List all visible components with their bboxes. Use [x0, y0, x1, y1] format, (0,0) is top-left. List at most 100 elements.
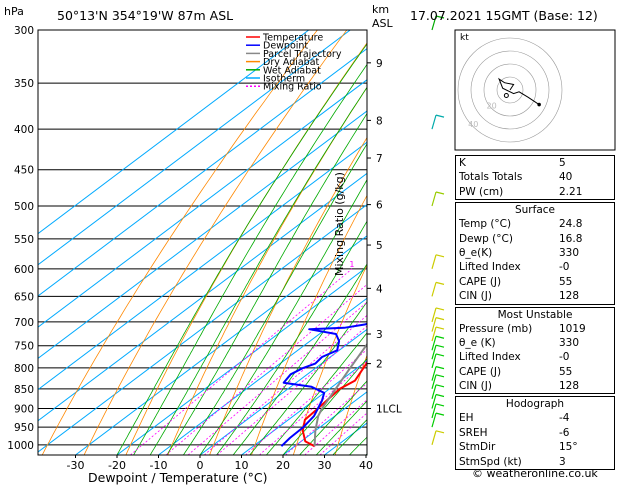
index-row: Temp (°C) 24.8: [456, 217, 614, 231]
index-value: 128: [559, 290, 580, 303]
index-key: CIN (J): [459, 290, 492, 303]
index-row: CIN (J) 128: [456, 289, 614, 303]
legend-label: Mixing Ratio: [263, 82, 322, 93]
x-tick-label: -30: [67, 459, 85, 472]
index-value: 55: [559, 275, 573, 288]
wet-adiabat: [166, 112, 367, 455]
x-tick-label: -10: [150, 459, 168, 472]
wet-adiabat: [315, 400, 367, 455]
pressure-tick-label: 650: [14, 291, 34, 303]
pressure-tick-label: 900: [14, 404, 34, 416]
index-row: StmSpd (kt) 3: [456, 455, 614, 469]
index-value: -0: [559, 351, 570, 364]
legend-label: Wet Adiabat: [263, 65, 321, 76]
wind-barb-flag: [435, 344, 445, 348]
asl-label: ASL: [372, 17, 393, 30]
wind-barb-flag: [435, 281, 445, 285]
index-key: Pressure (mb): [459, 322, 533, 335]
index-key: Lifted Index: [459, 351, 521, 364]
index-value: 2.21: [559, 185, 583, 198]
pressure-tick-label: 600: [14, 264, 34, 276]
wet-adiabat: [183, 143, 367, 455]
wet-adiabat: [199, 179, 367, 455]
index-key: θ_e(K): [459, 246, 493, 259]
hodograph-ring: [457, 37, 563, 143]
pressure-tick-label: 400: [14, 124, 34, 136]
x-tick-label: 40: [359, 459, 373, 472]
wind-barb-flag: [435, 326, 445, 330]
index-value: -6: [559, 426, 570, 439]
index-value: 15°: [559, 441, 578, 454]
index-row: SREH -6: [456, 426, 614, 440]
km-tick-label: 3: [376, 329, 383, 341]
index-key: StmDir: [459, 441, 496, 454]
index-key: StmSpd (kt): [459, 455, 522, 468]
index-key: EH: [459, 412, 474, 425]
wet-adiabat: [299, 380, 367, 455]
hpa-label: hPa: [4, 5, 24, 18]
isotherm-line: [38, 79, 367, 328]
dry-adiabat: [334, 354, 367, 455]
wind-barb: [431, 403, 437, 419]
wind-barb-flag: [435, 307, 445, 311]
isotherm-line: [38, 172, 367, 422]
wind-barb: [431, 366, 437, 381]
index-key: CAPE (J): [459, 365, 502, 378]
wind-barb: [431, 254, 437, 269]
wind-barb-flag: [435, 317, 445, 321]
legend-label: Dry Adiabat: [263, 57, 320, 68]
wet-adiabat: [266, 332, 367, 455]
isotherm-line: [241, 360, 367, 455]
x-tick-label: 30: [318, 459, 332, 472]
most-unstable-table: Most Unstable Pressure (mb) 1019 θ_e (K) 33…: [455, 306, 615, 395]
x-tick-label: 0: [197, 459, 204, 472]
hodograph-ring: [496, 76, 524, 104]
pressure-tick-label: 950: [14, 422, 34, 434]
dry-adiabat: [251, 194, 367, 455]
isotherm-line: [158, 297, 367, 455]
mixing-ratio-line: [245, 348, 367, 455]
isotherm-line: [75, 235, 367, 455]
hodograph-trace: [498, 77, 540, 106]
index-key: Dewp (°C): [459, 232, 513, 245]
wet-adiabat: [149, 86, 367, 455]
km-tick-label: 6: [376, 200, 383, 212]
mixing-ratio-line: [130, 268, 353, 455]
isotherm-line: [38, 30, 351, 266]
pressure-tick-label: 300: [14, 25, 34, 37]
pressure-tick-label: 450: [14, 165, 34, 177]
index-key: Totals Totals: [459, 171, 523, 184]
surface-table: Surface Temp (°C) 24.8 Dewp (°C) 16.8 θ_e(K)…: [455, 202, 615, 305]
index-key: Temp (°C): [459, 218, 512, 231]
hodograph-frame: [454, 29, 616, 151]
index-key: PW (cm): [459, 185, 504, 198]
mixing-ratio-line: [165, 283, 367, 455]
index-row: θ_e (K) 330: [456, 336, 614, 350]
hodograph-ring: [470, 50, 550, 130]
wet-adiabat: [232, 263, 367, 455]
temperature-line: [301, 361, 367, 448]
x-axis-label: Dewpoint / Temperature (°C): [88, 470, 268, 485]
wind-barb-flag: [435, 335, 445, 339]
storm-motion-point: [503, 92, 509, 98]
wind-barb: [431, 345, 437, 360]
km-label: km: [372, 3, 390, 16]
wind-barb: [431, 15, 437, 31]
index-row: Dewp (°C) 16.8: [456, 232, 614, 246]
pressure-tick-label: 850: [14, 384, 34, 396]
km-tick-label: 7: [376, 153, 383, 165]
index-row: Totals Totals 40: [456, 170, 614, 184]
index-key: θ_e (K): [459, 336, 496, 349]
wind-barb-flag: [435, 254, 445, 258]
hodograph-table: Hodograph EH -4 SREH -6 StmDir 15° StmSpd (kt)…: [455, 396, 615, 471]
index-value: 16.8: [559, 232, 583, 245]
isotherm-line: [38, 110, 367, 360]
index-key: SREH: [459, 426, 488, 439]
km-tick-label: 5: [376, 240, 383, 252]
pressure-tick-label: 700: [14, 317, 34, 329]
wind-barb-flag: [435, 412, 445, 416]
wet-adiabat: [216, 220, 367, 455]
index-key: CAPE (J): [459, 275, 502, 288]
wind-barb: [431, 326, 437, 342]
